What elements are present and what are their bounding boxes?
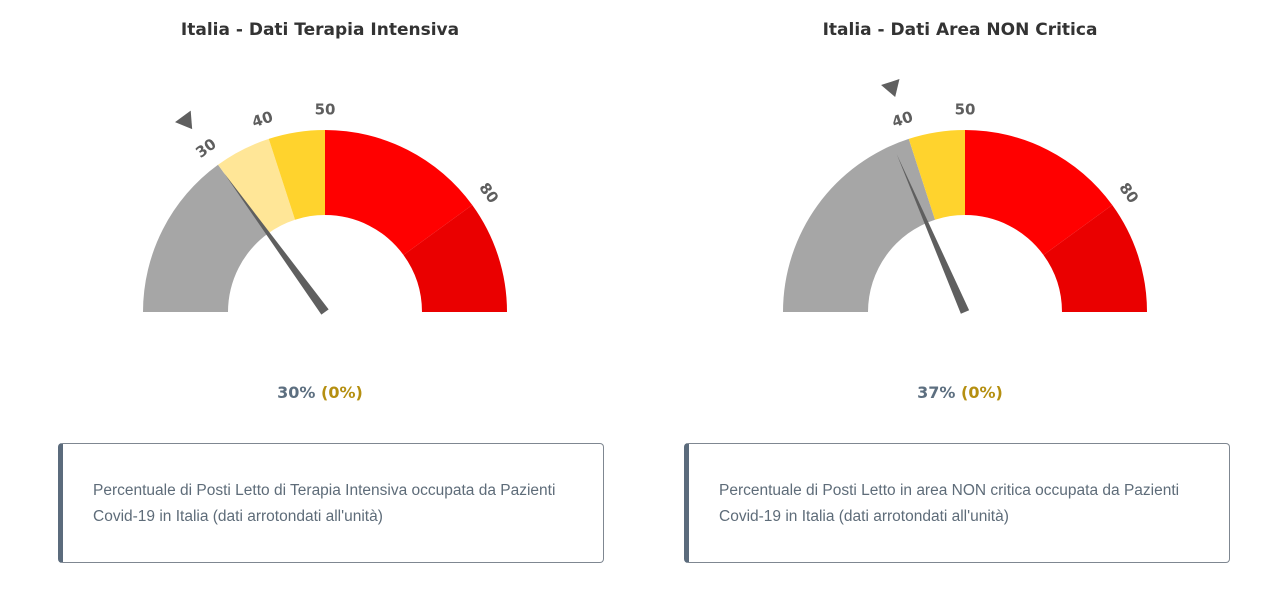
gauge-band [908, 130, 965, 220]
gauge-chart: 40 50 80 [783, 79, 1147, 314]
value-change: (0%) [321, 383, 363, 402]
current-value: 30% [277, 383, 316, 402]
gauge-value-readout: 30% (0%) [0, 383, 640, 402]
gauge-needle [223, 172, 329, 315]
current-value: 37% [917, 383, 956, 402]
gauge-band [1043, 205, 1147, 312]
chart-title: Italia - Dati Terapia Intensiva [180, 20, 460, 40]
value-change: (0%) [961, 383, 1003, 402]
gauge-band [325, 130, 473, 255]
gauge-band [268, 130, 325, 220]
gauge-tick-label: 80 [475, 179, 502, 206]
gauge-value-readout: 37% (0%) [640, 383, 1280, 402]
gauge-panel-intensive-care: Italia - Dati Terapia Intensiva 30 40 50 80… [0, 20, 640, 563]
gauge-needle [896, 154, 970, 314]
chart-title: Italia - Dati Area NON Critica [822, 20, 1098, 40]
gauge-band [143, 164, 268, 312]
description-box: Percentuale di Posti Letto di Terapia In… [58, 443, 604, 563]
gauge-tick-label: 40 [250, 108, 275, 132]
gauge-tick-label: 50 [955, 101, 976, 119]
threshold-marker [175, 110, 193, 130]
gauge-band [783, 138, 936, 312]
gauge-tick-label: 40 [890, 108, 915, 132]
threshold-marker [881, 79, 900, 98]
gauge-band [403, 205, 507, 312]
gauge-band [218, 138, 296, 234]
gauge-tick-label: 30 [192, 135, 219, 162]
gauge-band [965, 130, 1113, 255]
gauge-panel-non-critical-area: Italia - Dati Area NON Critica 40 50 80 37… [640, 0, 1280, 591]
gauge-chart: 30 40 50 80 [143, 101, 507, 315]
gauge-tick-label: 50 [315, 101, 336, 119]
description-box: Percentuale di Posti Letto in area NON c… [684, 443, 1230, 563]
gauge-tick-label: 80 [1115, 179, 1142, 206]
